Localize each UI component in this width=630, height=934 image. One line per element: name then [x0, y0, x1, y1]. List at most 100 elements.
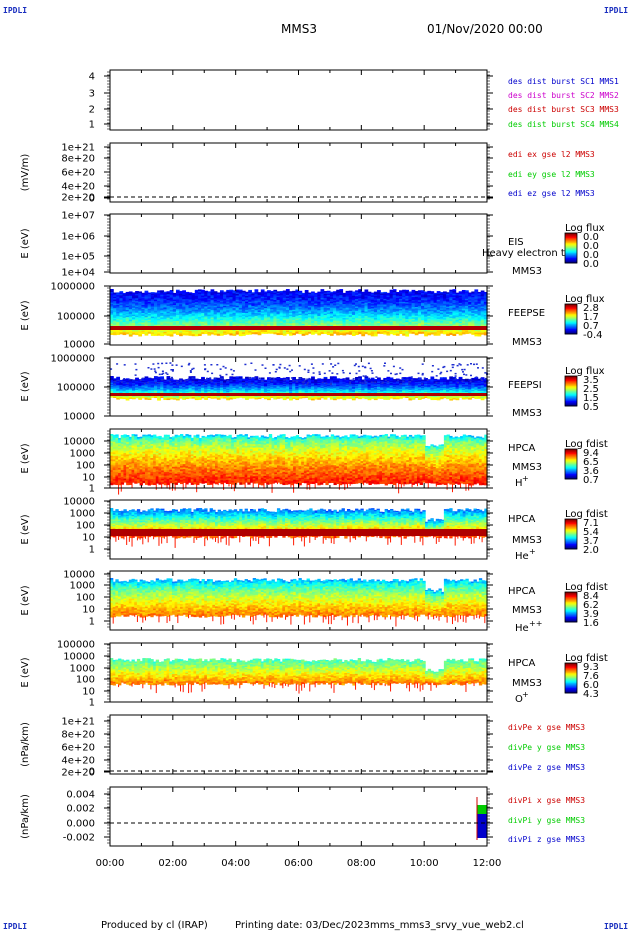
colorbar-step — [565, 261, 577, 264]
spectrogram-cell — [197, 307, 202, 310]
spectrogram-cell — [465, 308, 469, 311]
spectrogram-cell — [471, 317, 476, 320]
spectrogram-cell — [163, 391, 168, 394]
spectrogram-cell — [229, 295, 234, 298]
spectrogram-cell — [175, 332, 180, 335]
spectrogram-cell — [185, 293, 190, 296]
spectrogram-cell — [113, 295, 117, 298]
spectrogram-cell — [175, 323, 180, 327]
spectrogram-cell — [248, 322, 252, 325]
spectrogram-cell — [179, 389, 183, 392]
spectrogram-cell — [150, 381, 155, 383]
spectrogram-cell — [138, 298, 143, 301]
spectrogram-cell — [245, 293, 249, 296]
spectrogram-cell — [465, 306, 469, 309]
spectrogram-cell — [172, 304, 177, 307]
spectrogram-cell — [204, 316, 208, 319]
spectrogram-cell — [279, 295, 284, 298]
spectrogram-cell — [386, 319, 391, 322]
spectrogram-cell — [210, 382, 215, 385]
spectrogram-cell — [323, 295, 328, 298]
spectrogram-cell — [355, 297, 359, 300]
spectrogram-cell — [194, 385, 199, 388]
spectrogram-cell — [439, 312, 444, 315]
spectrogram-cell — [201, 310, 205, 313]
spectrogram-cell — [182, 305, 186, 308]
spectrogram-cell — [405, 323, 410, 326]
spectrogram-cell — [373, 334, 378, 337]
spectrogram-cell — [433, 297, 438, 300]
spectrogram-cell — [361, 302, 366, 305]
spectrogram-cell — [386, 308, 391, 311]
spectrogram-cell — [251, 311, 256, 314]
spectrogram-cell — [439, 300, 444, 303]
spectrogram-cell — [122, 397, 127, 400]
spectrogram-cell — [219, 317, 224, 320]
spectrogram-cell — [185, 390, 190, 392]
spectrogram-cell — [295, 322, 300, 326]
spectrogram-cell — [235, 332, 240, 335]
colorbar-step — [565, 305, 577, 307]
spectrogram-cell — [163, 318, 168, 322]
spectrogram-cell — [285, 299, 290, 302]
spectrogram-cell — [417, 324, 422, 327]
spectrogram-cell — [317, 307, 322, 310]
spectrogram-cell — [439, 323, 444, 326]
spectrogram-cell — [367, 333, 372, 336]
spectrogram-cell — [185, 310, 190, 313]
spectrogram-cell — [405, 308, 410, 311]
spectrogram-cell — [433, 306, 438, 309]
spectrogram-cell — [131, 306, 136, 309]
spectrogram-cell — [175, 389, 180, 391]
spectrogram-cell — [175, 391, 180, 393]
spectrogram-cell — [427, 317, 432, 320]
spectrogram-cell — [122, 383, 127, 385]
spectrogram-cell — [298, 332, 303, 335]
spectrogram-cell — [197, 324, 202, 327]
spectrogram-cell — [188, 330, 193, 333]
spectrogram-cell — [254, 289, 259, 292]
spectrogram-cell — [191, 298, 196, 301]
spectrogram-cell — [279, 301, 284, 304]
spectrogram-cell — [207, 391, 212, 393]
spectrogram-cell — [157, 379, 161, 381]
spectrogram-cell — [389, 294, 394, 297]
colorbar-frame — [564, 232, 578, 264]
spectrogram-cell — [380, 297, 384, 300]
spectrogram-cell — [207, 383, 212, 386]
spectrogram-cell — [311, 311, 315, 314]
spectrogram-cell — [229, 309, 234, 312]
spectrogram-cell — [314, 298, 318, 301]
spectrogram-cell — [141, 295, 146, 298]
spectrogram-cell — [389, 301, 394, 304]
spectrogram-cell — [191, 384, 196, 386]
spectrogram-cell — [248, 317, 252, 320]
spectrogram-cell — [135, 306, 139, 309]
spectrogram-cell — [348, 305, 353, 308]
spectrogram-cell — [358, 289, 362, 292]
spectrogram-cell — [213, 307, 218, 310]
spectrogram-cell — [135, 389, 139, 391]
spectrogram-cell — [408, 291, 413, 294]
spectrogram-cell — [395, 312, 400, 315]
spectrogram-cell — [351, 298, 356, 301]
spectrogram-cell — [377, 317, 381, 320]
spectrogram-cell — [138, 329, 143, 332]
spectrogram-cell — [285, 312, 290, 315]
spectrogram-cell — [245, 301, 249, 304]
spectrogram-cell — [141, 381, 146, 384]
spectrogram-cell — [122, 304, 127, 307]
spectrogram-cell — [304, 291, 309, 294]
spectrogram-cell — [333, 291, 337, 294]
spectrogram-cell — [197, 297, 202, 300]
spectrogram-cell — [377, 320, 381, 323]
spectrogram-cell — [113, 395, 117, 398]
spectrogram-cell — [276, 314, 281, 317]
spectrogram-cell — [399, 301, 403, 304]
spectrogram-cell — [480, 307, 485, 310]
spectrogram-cell — [122, 295, 127, 298]
spectrogram-cell — [207, 302, 212, 306]
spectrogram-cell — [399, 321, 403, 324]
spectrogram-cell — [210, 308, 215, 311]
spectrogram-cell — [295, 308, 300, 311]
